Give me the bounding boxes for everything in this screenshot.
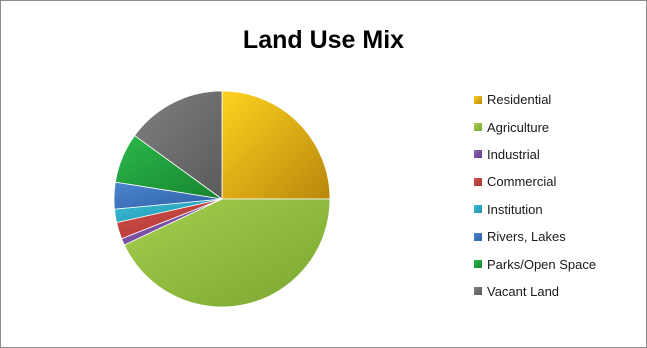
legend-swatch [474, 150, 482, 159]
legend-swatch [474, 287, 482, 296]
legend-item-industrial: Industrial [474, 141, 596, 168]
pie-slice-vacant-land [134, 90, 223, 200]
legend-swatch [474, 123, 482, 132]
chart-title: Land Use Mix [242, 26, 405, 54]
legend-label: Parks/Open Space [487, 256, 597, 272]
legend-label: Residential [487, 92, 552, 108]
legend-swatch [474, 205, 482, 214]
pie-slice-residential [221, 90, 331, 200]
pie-slice-agriculture [123, 198, 331, 308]
legend-label: Rivers, Lakes [487, 229, 566, 245]
legend-label: Commercial [487, 174, 557, 190]
legend-item-institution: Institution [474, 196, 596, 223]
legend-swatch [474, 260, 482, 269]
legend-item-residential: Residential [474, 86, 596, 113]
legend-swatch [474, 232, 482, 241]
legend-item-commercial: Commercial [474, 168, 596, 195]
legend-item-vacant-land: Vacant Land [474, 278, 596, 305]
legend-item-parks-open-space: Parks/Open Space [474, 250, 596, 277]
legend-label: Agriculture [487, 119, 550, 135]
legend-label: Industrial [487, 146, 540, 162]
legend-swatch [474, 177, 482, 186]
legend-label: Institution [487, 201, 543, 217]
legend-swatch [474, 95, 482, 104]
legend-label: Vacant Land [487, 283, 560, 299]
legend-item-rivers-lakes: Rivers, Lakes [474, 223, 596, 250]
chart-legend: Residential Agriculture Industrial Commerci… [474, 86, 596, 305]
legend-item-agriculture: Agriculture [474, 113, 596, 140]
